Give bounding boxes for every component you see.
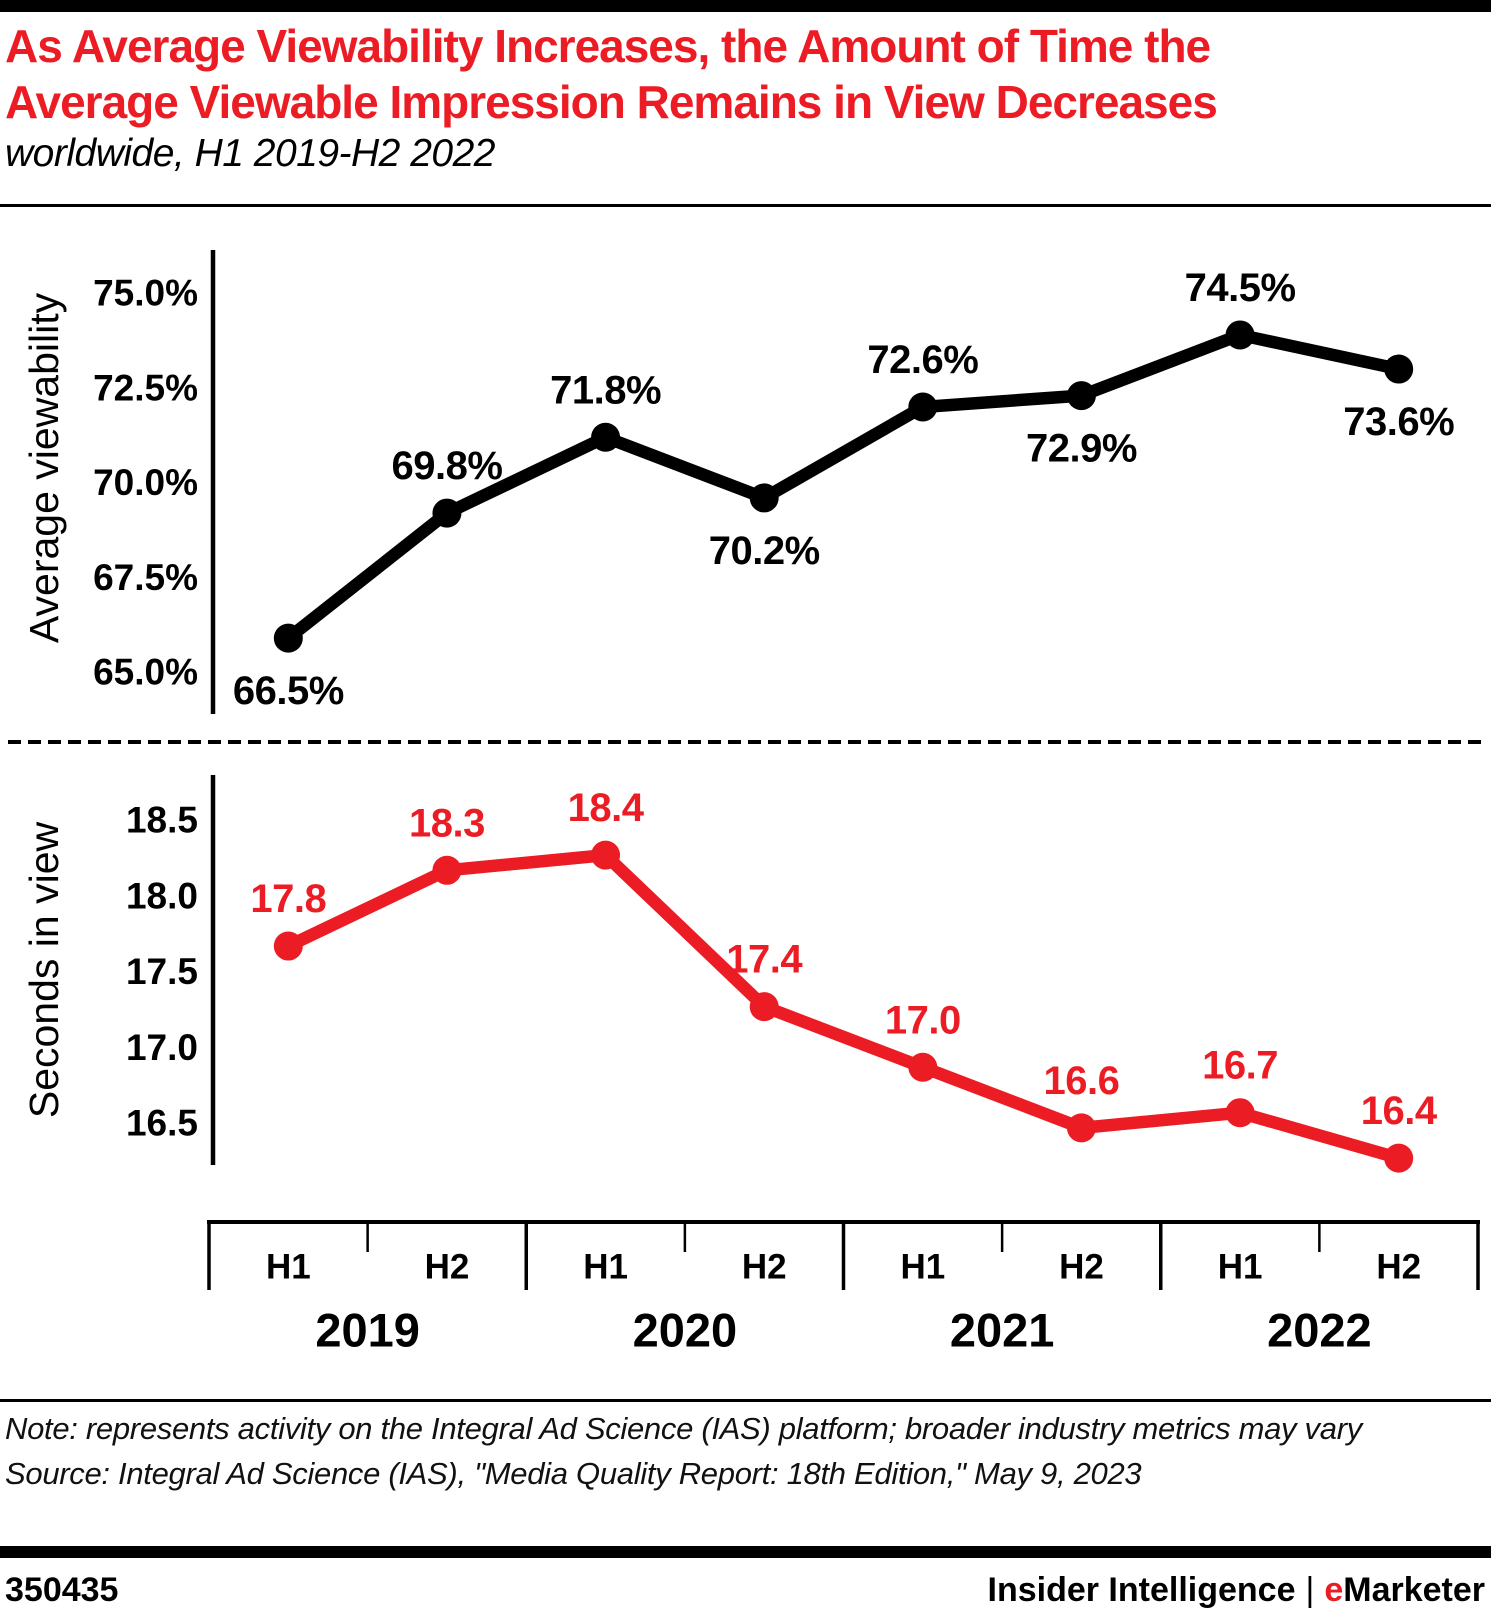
y-tick-label-viewability: 72.5%	[93, 367, 198, 408]
title-line-2: Average Viewable Impression Remains in V…	[5, 76, 1218, 129]
y-tick-label-viewability: 70.0%	[93, 462, 198, 503]
data-point-label-seconds: 16.4	[1361, 1089, 1438, 1133]
data-point-label-seconds: 16.6	[1044, 1059, 1120, 1103]
data-point-label-viewability: 69.8%	[391, 444, 502, 488]
brand-insider-intelligence: Insider Intelligence	[987, 1570, 1296, 1609]
y-tick-label-seconds: 18.0	[126, 875, 198, 916]
half-year-label: H2	[742, 1248, 787, 1287]
data-point-label-seconds: 18.3	[409, 801, 485, 845]
data-point-viewability	[432, 498, 462, 528]
brand-separator: |	[1305, 1570, 1315, 1609]
source-text: Source: Integral Ad Science (IAS), "Medi…	[5, 1456, 1142, 1491]
y-tick-label-viewability: 75.0%	[93, 273, 198, 314]
data-point-viewability	[1225, 320, 1255, 350]
half-year-label: H1	[266, 1248, 311, 1287]
page-subtitle: worldwide, H1 2019-H2 2022	[5, 132, 495, 175]
half-year-label: H2	[1376, 1248, 1421, 1287]
half-year-label: H2	[1059, 1248, 1104, 1287]
data-point-seconds	[591, 840, 621, 870]
brand-lockup: Insider Intelligence | eMarketer	[988, 1571, 1486, 1610]
data-point-label-seconds: 17.8	[250, 877, 326, 921]
data-point-viewability	[1384, 354, 1414, 384]
half-year-label: H1	[900, 1248, 945, 1287]
chart-id: 350435	[5, 1570, 119, 1609]
brand-emarketer-e: e	[1324, 1570, 1344, 1609]
y-tick-label-viewability: 65.0%	[93, 652, 198, 693]
header-divider-rule	[0, 204, 1491, 207]
data-point-seconds	[1066, 1113, 1096, 1143]
data-point-label-viewability: 71.8%	[550, 368, 661, 412]
data-point-label-seconds: 17.0	[885, 998, 961, 1042]
brand-emarketer-rest: Marketer	[1343, 1570, 1485, 1609]
y-tick-label-viewability: 67.5%	[93, 557, 198, 598]
y-tick-label-seconds: 17.5	[126, 951, 198, 992]
data-point-seconds	[1384, 1143, 1414, 1173]
year-label: 2021	[950, 1304, 1055, 1357]
y-tick-label-seconds: 18.5	[126, 800, 198, 841]
footer-row: 350435 Insider Intelligence | eMarketer	[0, 1570, 1491, 1610]
data-point-label-viewability: 73.6%	[1343, 400, 1454, 444]
data-point-viewability	[749, 483, 779, 513]
bottom-black-bar	[0, 1546, 1491, 1558]
y-tick-label-seconds: 16.5	[126, 1103, 198, 1144]
top-black-bar	[0, 0, 1491, 12]
data-point-label-seconds: 16.7	[1202, 1044, 1278, 1088]
data-point-seconds	[432, 855, 462, 885]
data-point-viewability	[273, 623, 303, 653]
y-axis-title-viewability: Average viewability	[21, 292, 67, 643]
half-year-label: H1	[1218, 1248, 1263, 1287]
data-point-label-viewability: 66.5%	[233, 669, 344, 713]
data-point-viewability	[1066, 381, 1096, 411]
note-text: Note: represents activity on the Integra…	[5, 1411, 1362, 1446]
data-point-viewability	[591, 422, 621, 452]
footnotes: Note: represents activity on the Integra…	[5, 1406, 1415, 1496]
footer-divider-rule	[0, 1399, 1491, 1402]
y-axis-title-seconds: Seconds in view	[21, 821, 67, 1118]
year-label: 2022	[1267, 1304, 1372, 1357]
data-point-label-seconds: 17.4	[726, 938, 803, 982]
data-point-label-viewability: 70.2%	[709, 529, 820, 573]
title-line-1: As Average Viewability Increases, the Am…	[5, 20, 1211, 72]
half-year-label: H2	[425, 1248, 470, 1287]
data-point-label-viewability: 72.9%	[1026, 427, 1137, 471]
data-point-seconds	[1225, 1098, 1255, 1128]
data-point-seconds	[908, 1052, 938, 1082]
data-point-seconds	[749, 992, 779, 1022]
page-title: As Average Viewability Increases, the Am…	[5, 18, 1491, 130]
brand-emarketer: eMarketer	[1324, 1571, 1485, 1609]
data-point-seconds	[273, 931, 303, 961]
year-label: 2020	[633, 1304, 738, 1357]
half-year-label: H1	[583, 1248, 628, 1287]
series-line-seconds	[282, 848, 1405, 1165]
data-point-viewability	[908, 392, 938, 422]
data-point-label-seconds: 18.4	[568, 786, 645, 830]
year-label: 2019	[315, 1304, 420, 1357]
data-point-label-viewability: 74.5%	[1185, 266, 1296, 310]
y-tick-label-seconds: 17.0	[126, 1027, 198, 1068]
series-line-viewability	[282, 328, 1405, 645]
data-point-label-viewability: 72.6%	[867, 338, 978, 382]
